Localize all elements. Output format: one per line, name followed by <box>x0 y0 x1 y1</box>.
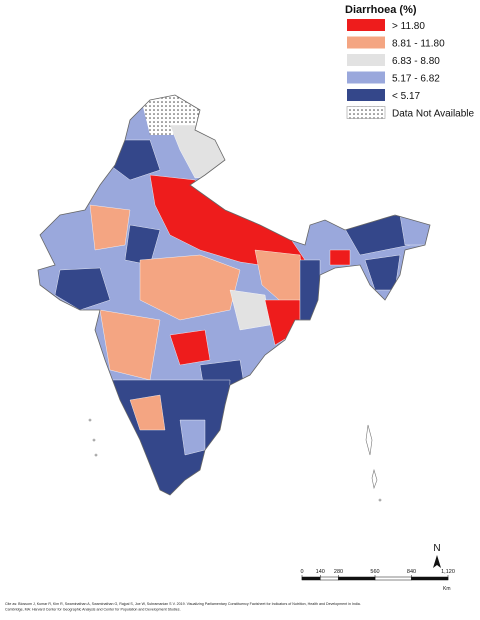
citation-line: Cite as: Blossom J, Kumar R, Kim R, Swam… <box>5 602 361 606</box>
scale-segment <box>374 576 412 581</box>
legend: > 11.80 8.81 - 11.80 6.83 - 8.80 5.17 - 6.8… <box>346 19 475 120</box>
legend-swatch <box>347 19 385 31</box>
region <box>54 267 111 311</box>
scale-unit: Km <box>443 586 451 592</box>
legend-label: > 11.80 <box>392 21 425 32</box>
scale-bar: 0 140 280 560 840 1,120 Km <box>300 569 454 592</box>
islands <box>88 418 382 502</box>
legend-title: Diarrhoea (%) <box>345 4 417 16</box>
legend-label: < 5.17 <box>392 91 421 102</box>
legend-swatch <box>347 71 385 84</box>
legend-swatch <box>347 36 385 49</box>
scale-label: 560 <box>370 569 379 575</box>
region <box>329 249 351 266</box>
legend-swatch <box>347 54 385 66</box>
north-arrow-label: N <box>433 543 440 554</box>
citation-line: Cambridge, MA: Harvard Center for Geogra… <box>5 608 181 612</box>
north-arrow <box>433 555 441 568</box>
region <box>169 329 211 366</box>
legend-label: Data Not Available <box>392 109 475 120</box>
scale-label: 0 <box>300 569 303 575</box>
scale-segment <box>411 576 449 581</box>
legend-label: 8.81 - 11.80 <box>392 39 445 50</box>
legend-label: 5.17 - 6.82 <box>392 74 440 85</box>
scale-label: 840 <box>407 569 416 575</box>
legend-label: 6.83 - 8.80 <box>392 56 440 67</box>
region <box>229 289 271 331</box>
citation: Cite as: Blossom J, Kumar R, Kim R, Swam… <box>5 602 361 612</box>
region <box>299 259 321 321</box>
country-outline <box>37 94 431 496</box>
legend-swatch <box>347 89 385 101</box>
scale-label: 280 <box>334 569 343 575</box>
scale-segment <box>320 576 339 581</box>
region <box>139 254 241 321</box>
region <box>89 204 131 251</box>
scale-label: 1,120 <box>441 569 455 575</box>
region <box>129 394 166 431</box>
legend-swatch <box>346 106 386 119</box>
region <box>399 214 430 246</box>
scale-segment <box>301 576 321 581</box>
scale-label: 140 <box>316 569 325 575</box>
scale-segment <box>338 576 376 581</box>
map-regions <box>38 95 430 495</box>
